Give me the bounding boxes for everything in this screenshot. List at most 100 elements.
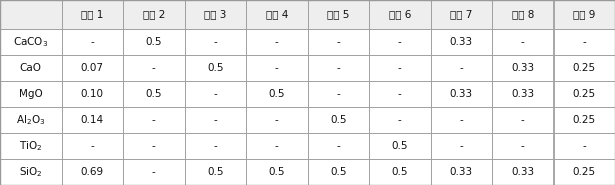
Bar [492, 81, 554, 107]
Text: 실험 3: 실험 3 [204, 9, 226, 19]
Text: 0.33: 0.33 [450, 89, 473, 99]
Bar [554, 107, 615, 133]
Text: -: - [459, 63, 463, 73]
Bar [430, 55, 492, 81]
Bar [0, 29, 62, 55]
Bar [184, 0, 246, 29]
Text: -: - [336, 37, 340, 47]
Text: 실험 2: 실험 2 [143, 9, 165, 19]
Bar [246, 55, 308, 81]
Bar [246, 29, 308, 55]
Bar [246, 107, 308, 133]
Text: 0.5: 0.5 [207, 63, 223, 73]
Text: MgO: MgO [19, 89, 42, 99]
Bar [369, 29, 430, 55]
Bar [123, 159, 184, 185]
Text: -: - [398, 89, 402, 99]
Text: -: - [521, 37, 525, 47]
Text: 0.5: 0.5 [146, 89, 162, 99]
Text: -: - [398, 37, 402, 47]
Bar [369, 81, 430, 107]
Text: 0.33: 0.33 [450, 167, 473, 177]
Bar [492, 133, 554, 159]
Text: 0.25: 0.25 [573, 89, 596, 99]
Text: 0.33: 0.33 [450, 37, 473, 47]
Text: -: - [459, 141, 463, 151]
Bar [492, 55, 554, 81]
Text: -: - [459, 115, 463, 125]
Text: 0.5: 0.5 [269, 89, 285, 99]
Text: 0.5: 0.5 [392, 141, 408, 151]
Bar [123, 55, 184, 81]
Text: -: - [275, 63, 279, 73]
Bar [492, 159, 554, 185]
Bar [430, 159, 492, 185]
Bar [430, 29, 492, 55]
Bar [0, 0, 62, 29]
Bar [308, 29, 369, 55]
Text: -: - [275, 37, 279, 47]
Bar [184, 81, 246, 107]
Bar [492, 29, 554, 55]
Bar [430, 0, 492, 29]
Text: -: - [521, 141, 525, 151]
Bar [308, 0, 369, 29]
Text: -: - [336, 141, 340, 151]
Bar [62, 81, 123, 107]
Text: CaO: CaO [20, 63, 42, 73]
Bar [554, 133, 615, 159]
Text: 0.5: 0.5 [330, 115, 346, 125]
Text: -: - [213, 37, 217, 47]
Bar [308, 107, 369, 133]
Bar [308, 159, 369, 185]
Bar [0, 133, 62, 159]
Text: 0.25: 0.25 [573, 63, 596, 73]
Text: 실험 6: 실험 6 [389, 9, 411, 19]
Bar [369, 159, 430, 185]
Bar [0, 55, 62, 81]
Bar [62, 107, 123, 133]
Bar [62, 29, 123, 55]
Bar [123, 133, 184, 159]
Text: 0.10: 0.10 [81, 89, 104, 99]
Text: -: - [152, 141, 156, 151]
Text: 0.33: 0.33 [511, 89, 534, 99]
Bar [0, 81, 62, 107]
Text: -: - [582, 37, 586, 47]
Text: TiO$_2$: TiO$_2$ [19, 139, 42, 153]
Bar [0, 159, 62, 185]
Bar [492, 107, 554, 133]
Text: 0.14: 0.14 [81, 115, 104, 125]
Text: -: - [90, 37, 94, 47]
Text: CaCO$_3$: CaCO$_3$ [13, 35, 49, 49]
Text: -: - [398, 115, 402, 125]
Text: 0.33: 0.33 [511, 63, 534, 73]
Text: -: - [152, 63, 156, 73]
Bar [184, 55, 246, 81]
Text: 실험 1: 실험 1 [81, 9, 103, 19]
Text: 0.5: 0.5 [392, 167, 408, 177]
Bar [123, 81, 184, 107]
Text: -: - [336, 89, 340, 99]
Bar [62, 0, 123, 29]
Bar [430, 81, 492, 107]
Text: 0.69: 0.69 [81, 167, 104, 177]
Bar [246, 0, 308, 29]
Text: -: - [213, 141, 217, 151]
Bar [0, 107, 62, 133]
Text: -: - [152, 115, 156, 125]
Text: -: - [213, 115, 217, 125]
Text: 실험 4: 실험 4 [266, 9, 288, 19]
Text: 실험 9: 실험 9 [573, 9, 595, 19]
Bar [369, 107, 430, 133]
Text: -: - [275, 115, 279, 125]
Bar [492, 0, 554, 29]
Bar [123, 107, 184, 133]
Text: 0.25: 0.25 [573, 167, 596, 177]
Text: -: - [521, 115, 525, 125]
Text: SiO$_2$: SiO$_2$ [19, 165, 42, 179]
Text: Al$_2$O$_3$: Al$_2$O$_3$ [16, 113, 46, 127]
Bar [369, 55, 430, 81]
Bar [184, 107, 246, 133]
Text: -: - [152, 167, 156, 177]
